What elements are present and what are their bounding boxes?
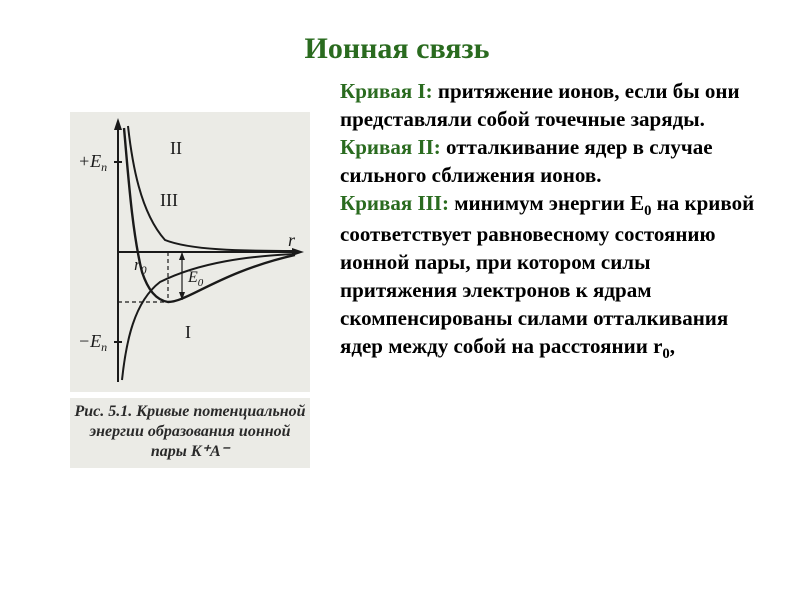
curve-II-label: II xyxy=(170,138,182,158)
potential-energy-figure: +Eп −Eп r r0 E0 II III I Рис. 5.1. Кривы… xyxy=(70,112,310,468)
e0-label: E xyxy=(187,269,198,286)
curve-I-label: I xyxy=(185,322,191,342)
svg-text:E0: E0 xyxy=(187,269,204,289)
svg-text:−Eп: −Eп xyxy=(78,331,107,354)
page-title: Ионная связь xyxy=(0,32,794,66)
curve-III-label: III xyxy=(160,190,178,210)
y-label-bottom: −E xyxy=(78,331,101,351)
curve-II-desc-label: Кривая II: xyxy=(340,135,441,159)
potential-chart-svg: +Eп −Eп r r0 E0 II III I xyxy=(70,112,310,392)
y-label-top: +E xyxy=(78,151,101,171)
svg-text:+Eп: +Eп xyxy=(78,151,107,174)
description-text: Кривая I: притяжение ионов, если бы они … xyxy=(340,78,760,365)
x-label: r xyxy=(288,230,296,250)
figure-caption: Рис. 5.1. Кривые потенциальной энергии о… xyxy=(70,398,310,468)
svg-text:r0: r0 xyxy=(134,255,147,277)
curve-I-desc-label: Кривая I: xyxy=(340,79,433,103)
curve-III-desc-label: Кривая III: xyxy=(340,191,449,215)
